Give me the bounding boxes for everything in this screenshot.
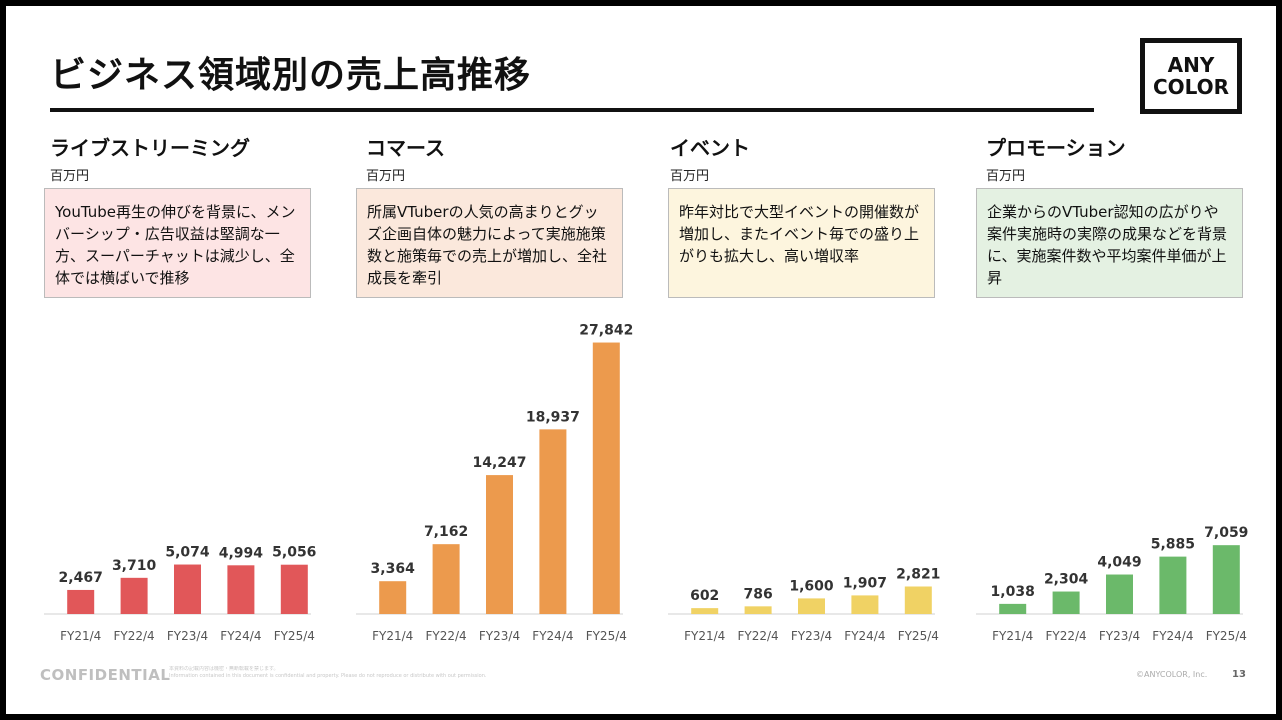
bar-fy23-4 <box>486 475 513 614</box>
chart-promotion: 1,038 FY21/4 2,304 FY22/4 4,049 FY23/4 5,885 FY… <box>976 306 1248 656</box>
data-label: 3,710 <box>112 558 157 574</box>
unit-label-promotion: 百万円 <box>986 169 1026 184</box>
x-tick-label: FY24/4 <box>220 629 261 643</box>
data-label: 5,056 <box>272 545 316 561</box>
data-label: 7,059 <box>1204 525 1248 541</box>
data-label: 1,600 <box>789 578 834 594</box>
x-tick-label: FY25/4 <box>274 629 315 643</box>
logo-line-1: ANY <box>1167 53 1215 77</box>
description-box-event: 昨年対比で大型イベントの開催数が増加し、またイベント毎での盛り上がりも拡大し、高… <box>668 188 935 298</box>
data-label: 2,304 <box>1044 572 1089 588</box>
bar-fy23-4 <box>1106 574 1133 614</box>
x-tick-label: FY21/4 <box>60 629 101 643</box>
bar-chart-promotion: 1,038 FY21/4 2,304 FY22/4 4,049 FY23/4 5,885 FY… <box>976 525 1248 643</box>
bar-chart-commerce: 3,364 FY21/4 7,162 FY22/4 14,247 FY23/4 18,937… <box>356 323 633 643</box>
x-tick-label: FY25/4 <box>586 629 627 643</box>
unit-label-live-streaming: 百万円 <box>50 169 90 184</box>
bar-chart-event: 602 FY21/4 786 FY22/4 1,600 FY23/4 1,907 FY24/4… <box>668 566 940 643</box>
confidential-note-en: Information contained in this document i… <box>169 673 487 679</box>
bar-fy24-4 <box>851 595 879 614</box>
unit-label-event: 百万円 <box>670 169 710 184</box>
x-tick-label: FY21/4 <box>684 629 725 643</box>
bar-fy25-4 <box>904 586 932 614</box>
confidential-note: 本資料の記載内容は機密・無断転載を禁じます。 Information conta… <box>169 666 509 680</box>
data-label: 602 <box>690 588 719 604</box>
copyright: ©ANYCOLOR, Inc. <box>1136 670 1208 679</box>
confidential-note-ja: 本資料の記載内容は機密・無断転載を禁じます。 <box>169 666 279 672</box>
bar-fy21-4 <box>379 581 407 614</box>
bar-fy25-4 <box>1212 545 1240 614</box>
section-title-promotion: プロモーション <box>986 136 1126 160</box>
data-label: 4,049 <box>1097 555 1141 571</box>
x-tick-label: FY24/4 <box>844 629 885 643</box>
x-tick-label: FY25/4 <box>898 629 939 643</box>
data-label: 5,885 <box>1151 537 1195 553</box>
bar-fy24-4 <box>227 565 255 614</box>
x-tick-label: FY22/4 <box>426 629 467 643</box>
chart-event: 602 FY21/4 786 FY22/4 1,600 FY23/4 1,907 FY24/4… <box>668 306 940 656</box>
bar-fy21-4 <box>67 589 95 614</box>
bar-chart-live-streaming: 2,467 FY21/4 3,710 FY22/4 5,074 FY23/4 4,994 FY… <box>44 545 316 643</box>
bar-fy24-4 <box>1159 556 1187 614</box>
data-label: 2,467 <box>59 570 103 586</box>
bar-fy25-4 <box>280 564 308 614</box>
data-label: 3,364 <box>371 561 416 577</box>
bar-fy25-4 <box>592 342 620 614</box>
bar-fy23-4 <box>174 564 201 614</box>
data-label: 14,247 <box>472 455 526 471</box>
x-tick-label: FY22/4 <box>738 629 779 643</box>
data-label: 786 <box>743 586 772 602</box>
x-tick-label: FY21/4 <box>372 629 413 643</box>
data-label: 1,907 <box>843 575 887 591</box>
bar-fy23-4 <box>798 598 825 614</box>
slide: ビジネス領域別の売上高推移 ANY COLOR ライブストリーミング 百万円 Y… <box>6 6 1276 714</box>
data-label: 1,038 <box>991 584 1035 600</box>
x-tick-label: FY22/4 <box>114 629 155 643</box>
data-label: 4,994 <box>219 545 264 561</box>
chart-live-streaming: 2,467 FY21/4 3,710 FY22/4 5,074 FY23/4 4,994 FY… <box>44 306 316 656</box>
page-title: ビジネス領域別の売上高推移 <box>50 55 532 96</box>
data-label: 5,074 <box>165 545 210 561</box>
data-label: 7,162 <box>424 524 468 540</box>
x-tick-label: FY23/4 <box>791 629 832 643</box>
page-number: 13 <box>1232 669 1246 680</box>
x-tick-label: FY23/4 <box>167 629 208 643</box>
bar-fy22-4 <box>744 606 772 614</box>
x-tick-label: FY22/4 <box>1046 629 1087 643</box>
data-label: 27,842 <box>579 323 633 339</box>
bar-fy22-4 <box>1052 591 1080 614</box>
section-title-live-streaming: ライブストリーミング <box>50 136 250 160</box>
section-title-commerce: コマース <box>366 136 445 160</box>
section-title-event: イベント <box>670 136 750 160</box>
bar-fy22-4 <box>432 544 460 614</box>
confidential-label: CONFIDENTIAL <box>40 666 171 684</box>
bar-fy22-4 <box>120 577 148 614</box>
bar-fy24-4 <box>539 429 567 614</box>
x-tick-label: FY21/4 <box>992 629 1033 643</box>
description-box-promotion: 企業からのVTuber認知の広がりや案件実施時の実際の成果などを背景に、実施案件… <box>976 188 1243 298</box>
logo-line-2: COLOR <box>1152 75 1230 99</box>
data-label: 18,937 <box>526 409 580 425</box>
x-tick-label: FY25/4 <box>1206 629 1247 643</box>
anycolor-logo: ANY COLOR <box>1140 38 1242 114</box>
title-divider <box>50 108 1094 112</box>
x-tick-label: FY23/4 <box>1099 629 1140 643</box>
chart-commerce: 3,364 FY21/4 7,162 FY22/4 14,247 FY23/4 18,937… <box>356 306 633 656</box>
description-box-commerce: 所属VTuberの人気の高まりとグッズ企画自体の魅力によって実施施策数と施策毎で… <box>356 188 623 298</box>
x-tick-label: FY24/4 <box>1152 629 1193 643</box>
x-tick-label: FY24/4 <box>532 629 573 643</box>
description-box-live-streaming: YouTube再生の伸びを背景に、メンバーシップ・広告収益は堅調な一方、スーパー… <box>44 188 311 298</box>
x-tick-label: FY23/4 <box>479 629 520 643</box>
unit-label-commerce: 百万円 <box>366 169 406 184</box>
bar-fy21-4 <box>691 608 719 614</box>
data-label: 2,821 <box>896 566 940 582</box>
bar-fy21-4 <box>999 603 1027 614</box>
